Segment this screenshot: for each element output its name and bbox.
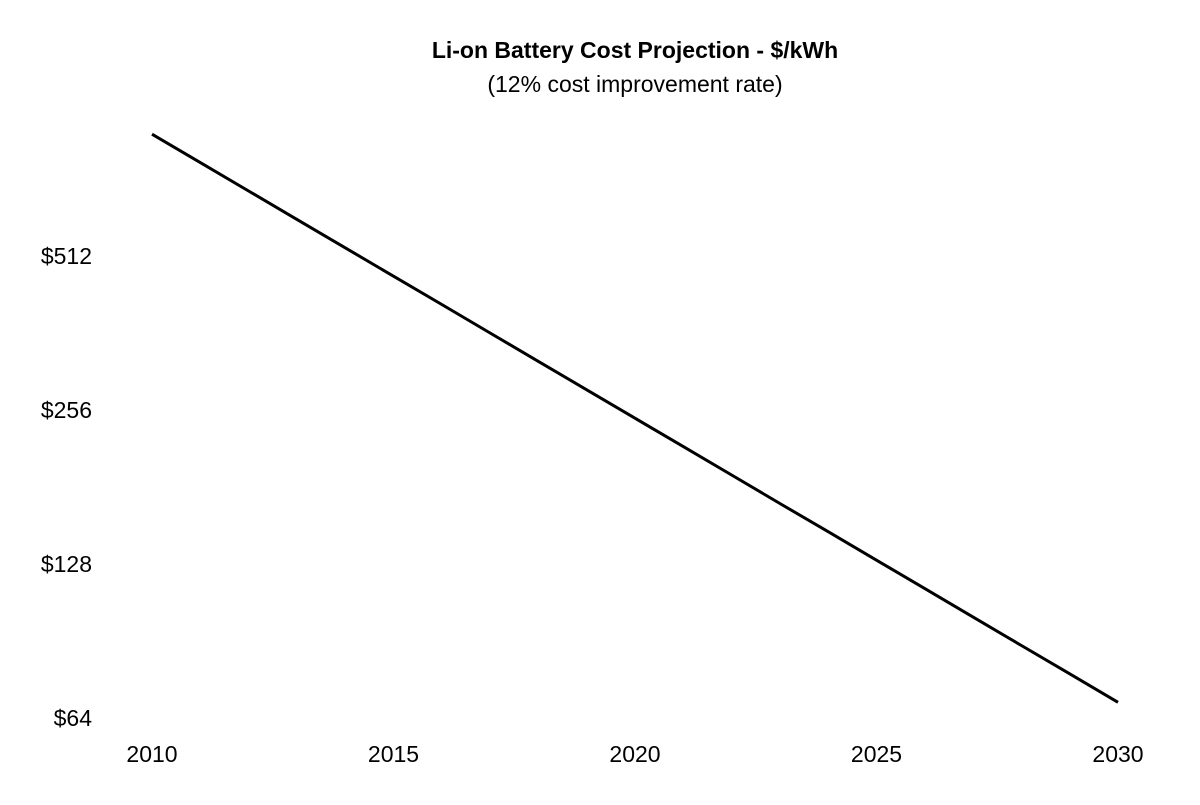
x-tick-label: 2010 xyxy=(126,741,177,767)
y-tick-label: $512 xyxy=(41,243,92,269)
x-tick-label: 2030 xyxy=(1092,741,1143,767)
chart-title: Li-on Battery Cost Projection - $/kWh xyxy=(432,37,838,63)
series-line xyxy=(151,132,1119,704)
y-tick-label: $128 xyxy=(41,551,92,577)
chart-subtitle: (12% cost improvement rate) xyxy=(487,71,782,97)
x-tick-label: 2025 xyxy=(851,741,902,767)
x-tick-label: 2015 xyxy=(368,741,419,767)
y-tick-label: $256 xyxy=(41,397,92,423)
x-tick-label: 2020 xyxy=(609,741,660,767)
y-tick-label: $64 xyxy=(54,705,93,731)
